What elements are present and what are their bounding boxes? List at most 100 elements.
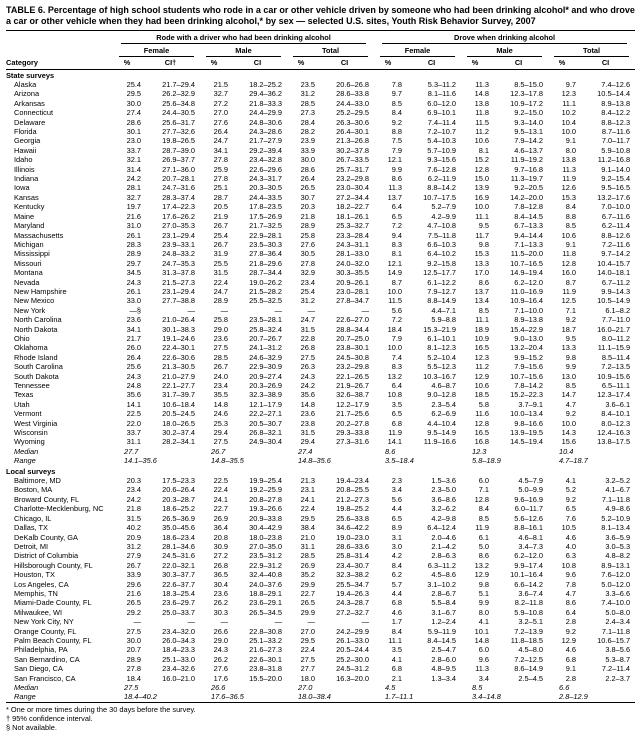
cell-value: —	[220, 305, 228, 315]
cell-value: 29.4	[213, 428, 228, 438]
cell-value: 21.8	[300, 211, 315, 221]
cell-value: 20.7–26.7	[249, 333, 282, 343]
cell-value: 3.4–14.8	[472, 692, 501, 702]
cell-value: 25.4	[300, 286, 315, 296]
cell-value: 27.5	[213, 437, 228, 447]
cell-value: 11.3	[388, 183, 403, 193]
cell-value: 26.8–32.1	[249, 428, 282, 438]
cell-value: 9.2	[565, 494, 577, 504]
cell-value: 10.0	[474, 202, 490, 212]
cell-value: 31.2	[126, 541, 141, 551]
cell-value: 8.4	[391, 626, 403, 636]
cell-value: 9.9	[478, 598, 490, 608]
cell-value: 32.6–38.7	[336, 390, 370, 400]
row-category: Wisconsin	[14, 428, 48, 438]
cell-value: 9.9	[391, 164, 403, 174]
cell-value: 20.3–26.9	[249, 381, 282, 390]
table-row: Palm Beach County, FL 30.0 26.0–34.3 29.0 25…	[6, 636, 635, 645]
cell-value: 16.0–21.0	[162, 673, 195, 683]
cell-value: 11.2–16.8	[597, 155, 631, 165]
cell-value: 11.8	[475, 108, 490, 118]
cell-value: 7.5–11.8	[427, 230, 457, 240]
row-category: Philadelphia, PA	[14, 645, 68, 655]
cell-value: 28.9	[213, 296, 228, 306]
cell-value: 21.7	[126, 333, 141, 343]
table-row: San Bernardino, CA 28.9 25.1–33.0 26.2 22.6–…	[6, 655, 635, 664]
cell-value: 6.1–10.1	[427, 333, 457, 343]
row-category: Oklahoma	[14, 343, 48, 353]
cell-value: 17.0	[474, 268, 490, 278]
cell-value: 8.8	[565, 211, 577, 221]
cell-value: 12.1–17.9	[249, 399, 282, 409]
cell-value: 19.4–26.3	[336, 588, 370, 598]
cell-value: 31.1	[300, 541, 315, 551]
cell-value: 26.2	[213, 598, 228, 608]
subheader-drove-total-label: Total	[554, 46, 630, 57]
cell-value: 14.1	[126, 399, 141, 409]
cell-value: 4.5–8.6	[431, 570, 457, 580]
cell-value: 11.5	[388, 296, 403, 306]
cell-value: 11.8–18.5	[510, 635, 544, 645]
cell-value: 6.7–11.2	[601, 277, 631, 287]
cell-value: 26.8	[213, 560, 228, 570]
cell-value: 26.6	[211, 683, 226, 692]
cell-value: 24.3–31.1	[336, 239, 370, 249]
cell-value: 15.2–22.3	[510, 390, 544, 400]
cell-value: 10.9–16.4	[510, 296, 544, 306]
cell-value: 35.0–45.6	[162, 523, 195, 533]
cell-value: 22.0–32.1	[162, 560, 195, 570]
cell-value: 18.0–26.5	[162, 418, 195, 428]
cell-value: 28.2	[300, 127, 315, 137]
cell-value: 4.6–8.7	[431, 381, 457, 390]
cell-value: 24.1	[300, 494, 315, 504]
cell-value: 6.5	[391, 513, 403, 523]
cell-value: 25.2–29.5	[336, 108, 370, 118]
cell-value: 5.6–12.6	[514, 513, 544, 523]
cell-value: 8.5	[478, 305, 490, 315]
cell-value: 26.7	[213, 221, 228, 231]
cell-value: 11.3	[475, 664, 490, 674]
cell-value: 25.9	[213, 164, 228, 174]
cell-value: 8.4	[391, 108, 403, 118]
cell-value: 10.6–18.4	[162, 399, 195, 409]
cell-value: 24.9–30.4	[249, 437, 282, 447]
cell-value: 3.6–8.6	[431, 494, 457, 504]
cell-value: 35.2	[300, 570, 315, 580]
cell-value: 29.9	[300, 607, 315, 617]
cell-value: 7.1	[565, 305, 577, 315]
cell-value: 24.3	[126, 277, 141, 287]
cell-value: 23.5–30.3	[249, 239, 282, 249]
table-row: Kansas 32.7 28.3–37.4 28.7 24.4–33.5 30.7 27.2…	[6, 193, 635, 202]
cell-value: 7.2–10.7	[427, 127, 457, 137]
cell-value: 26.8	[300, 343, 315, 353]
cell-value: 26.2–32.9	[162, 89, 195, 99]
cell-value: 30.3–37.7	[162, 570, 195, 580]
row-category: Arizona	[14, 89, 40, 99]
cell-value: 6.2–11.9	[427, 174, 457, 184]
cell-value: 12.8	[474, 164, 490, 174]
cell-value: 7.8	[391, 80, 403, 89]
cell-value: 6.6–14.2	[514, 579, 544, 589]
cell-value: 5.9–8.8	[431, 315, 457, 325]
table-row: New York —§ — — — — — 5.6 4.4–7.1 8.5 7.1–10.0 7.1 6…	[6, 306, 635, 315]
row-category: Montana	[14, 268, 43, 278]
cell-value: 16.0	[561, 268, 577, 278]
footnote-ci: † 95% confidence interval.	[6, 713, 93, 723]
cell-value: —§	[129, 305, 141, 315]
cell-value: 21.2–27.3	[336, 494, 370, 504]
cell-value: 6.0–12.0	[427, 98, 457, 108]
cell-value: 24.1	[213, 494, 228, 504]
cell-value: 7.9	[391, 145, 403, 155]
cell-value: 8.3	[391, 362, 403, 372]
cell-value: 25.8–32.4	[249, 324, 282, 334]
cell-value: 16.5	[474, 343, 490, 353]
cell-value: 7.1–10.0	[514, 305, 544, 315]
cell-value: 3.1–10.2	[427, 579, 457, 589]
table-header: Category Rode with a driver who had been…	[6, 30, 636, 70]
cell-value: 24.2	[300, 381, 315, 390]
cell-value: 20.9–26.1	[336, 277, 370, 287]
cell-value: 31.4	[126, 164, 141, 174]
cell-value: 6.3	[565, 551, 577, 561]
cell-value: 8.4	[478, 504, 490, 514]
cell-value: 12.8	[474, 494, 490, 504]
